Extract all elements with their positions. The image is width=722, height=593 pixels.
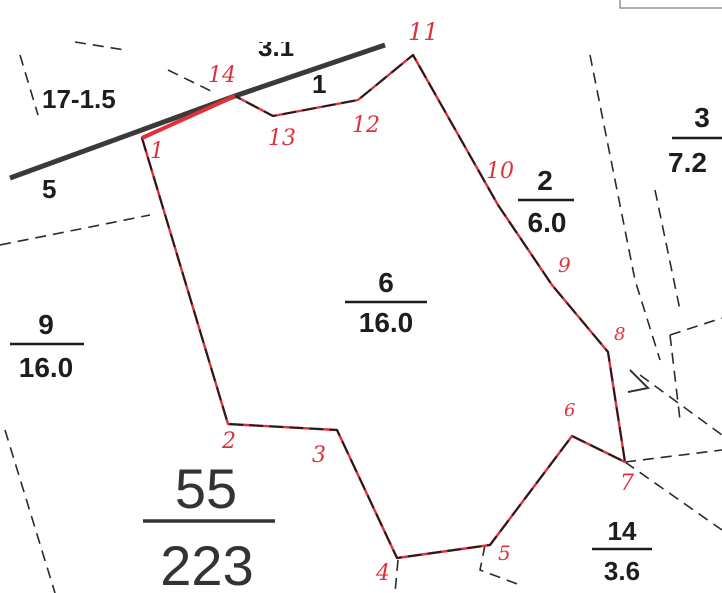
boundary-right-1 (589, 54, 661, 361)
vertex-label-9: 9 (558, 253, 571, 277)
boundary-left-mid (0, 214, 151, 246)
vertex-label-14: 14 (208, 63, 236, 88)
parcel-main-area: 16.0 (359, 307, 414, 338)
parcel-left-number: 9 (38, 309, 54, 340)
parcel-main-number: 6 (378, 267, 394, 298)
parcel-lower-number: 14 (608, 516, 637, 546)
frame-fragment (619, 0, 722, 9)
vertex-label-10: 10 (486, 159, 514, 184)
boundary-left-bottom (4, 429, 56, 593)
boundary-bottom-b (394, 559, 399, 593)
vertex-label-11: 11 (408, 18, 439, 46)
boundary-right-6 (624, 449, 722, 463)
vertex-label-13: 13 (268, 126, 296, 151)
boundary-right-3 (669, 317, 722, 336)
parcel-label-lower: 14 3.6 (592, 516, 652, 586)
boundary-bottom (479, 544, 521, 586)
road-label-left-top: 17-1.5 (42, 84, 116, 114)
parcel-label-main: 6 16.0 (345, 267, 427, 338)
parcel-label-upper: 2 6.0 (518, 165, 574, 238)
parcel-left-area: 16.0 (19, 352, 74, 383)
boundary-top-left (74, 41, 126, 51)
clip-top (240, 0, 340, 42)
pencil-mark (627, 369, 651, 393)
block-area: 223 (160, 534, 253, 593)
parcel-label-right: 3 7.2 (668, 102, 722, 178)
segment-14-1 (141, 94, 236, 140)
road-label-top: 1 (312, 69, 326, 99)
parcel-main-boundary (140, 53, 627, 560)
parcel-right-number: 3 (694, 102, 710, 133)
neighbour-boundaries (0, 41, 722, 593)
vertex-label-2: 2 (221, 429, 236, 454)
vertex-label-5: 5 (498, 541, 511, 565)
boundary-right-7 (624, 461, 722, 531)
vertex-label-8: 8 (614, 324, 625, 345)
vertex-labels: 1 2 3 4 5 6 7 8 9 10 11 12 13 14 (150, 18, 634, 586)
boundary-right-2 (654, 189, 681, 311)
parcel-lower-area: 3.6 (604, 556, 640, 586)
vertex-label-12: 12 (352, 113, 380, 138)
parcel-main-dashed (141, 54, 626, 559)
vertex-label-3: 3 (312, 443, 326, 468)
block-number: 55 (175, 457, 237, 520)
parcel-label-left: 9 16.0 (10, 309, 84, 383)
block-label: 55 223 (143, 457, 275, 593)
vertex-label-4: 4 (375, 561, 390, 586)
boundary-top-left-b (167, 69, 216, 94)
boundary-right-5 (639, 374, 722, 436)
road-label-left-bottom: 5 (42, 174, 56, 204)
parcel-right-area: 7.2 (668, 147, 707, 178)
parcel-upper-number: 2 (537, 165, 553, 196)
boundary-left-top (19, 54, 39, 116)
vertex-label-7: 7 (620, 471, 634, 496)
parcel-upper-area: 6.0 (528, 207, 567, 238)
vertex-label-1: 1 (150, 139, 164, 164)
boundary-right-4 (669, 334, 681, 421)
vertex-label-6: 6 (564, 400, 575, 421)
